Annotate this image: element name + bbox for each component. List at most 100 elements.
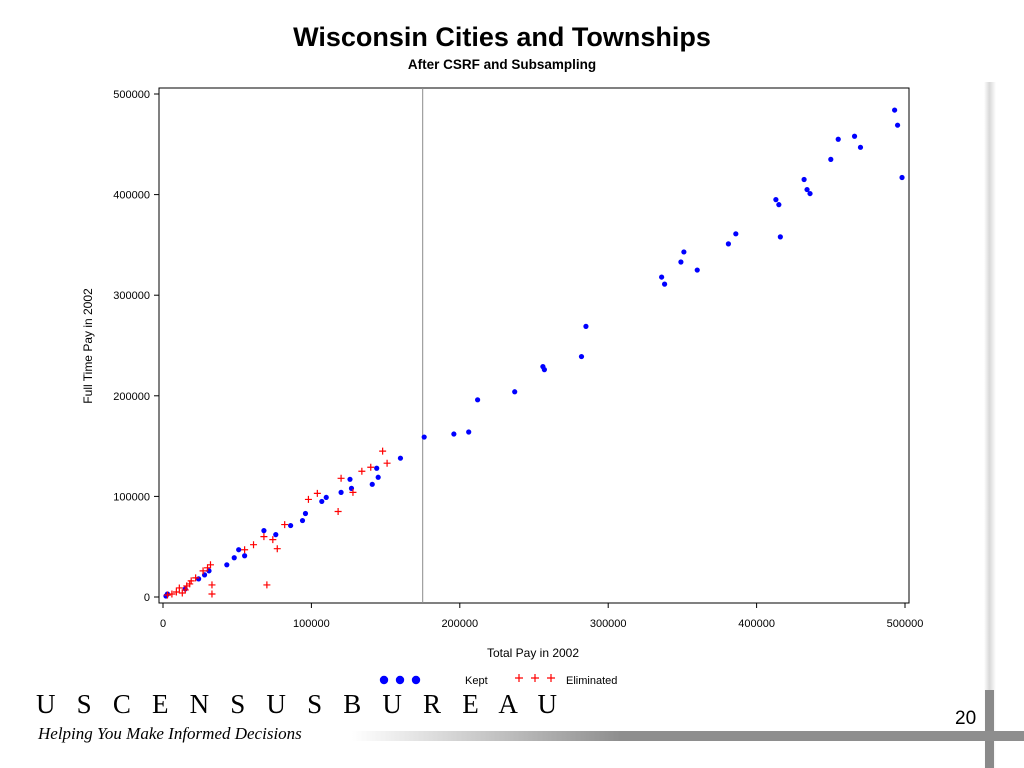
eliminated-point (313, 489, 321, 497)
y-axis-label: Full Time Pay in 2002 (81, 288, 95, 404)
kept-point (828, 156, 834, 162)
eliminated-point (250, 541, 258, 549)
y-tick-label: 200000 (113, 391, 150, 403)
kept-point (224, 562, 230, 568)
y-tick-label: 300000 (113, 290, 150, 302)
kept-point (851, 133, 858, 139)
kept-point (894, 122, 901, 128)
x-tick-label: 300000 (590, 618, 627, 630)
chart-subtitle: After CSRF and Subsampling (407, 57, 597, 72)
kept-point (466, 429, 472, 435)
kept-point (725, 241, 732, 247)
kept-point (375, 474, 381, 480)
kept-point (475, 397, 481, 403)
eliminated-point (241, 546, 249, 554)
kept-point (347, 476, 353, 482)
kept-point (236, 547, 242, 553)
y-tick-label: 0 (144, 592, 150, 604)
x-tick-label: 200000 (441, 618, 478, 630)
kept-point (323, 494, 329, 501)
legend-eliminated-marker (547, 674, 555, 682)
kept-point (319, 498, 325, 505)
decorative-vertical-bar (984, 82, 996, 768)
eliminated-point (206, 561, 214, 569)
kept-point (892, 107, 898, 113)
kept-point (451, 431, 457, 437)
kept-point (397, 455, 404, 461)
kept-point (273, 532, 279, 538)
page-number: 20 (955, 708, 977, 729)
eliminated-point (358, 467, 366, 475)
kept-point (659, 274, 665, 280)
y-tick-label: 400000 (113, 190, 150, 202)
legend-kept-label: Kept (465, 675, 488, 687)
eliminated-point (304, 495, 312, 503)
kept-point (421, 434, 427, 440)
y-tick-label: 500000 (113, 89, 150, 101)
legend-kept-marker (395, 675, 405, 685)
eliminated-point (349, 488, 357, 496)
kept-point (661, 281, 668, 287)
eliminated-point (187, 577, 195, 585)
legend-kept-marker (379, 675, 389, 685)
kept-point (338, 489, 344, 495)
kept-point (512, 389, 518, 395)
eliminated-point (260, 533, 268, 541)
eliminated-point (208, 590, 216, 598)
census-tagline: Helping You Make Informed Decisions (38, 724, 302, 743)
eliminated-point (186, 580, 194, 588)
legend-eliminated-marker (531, 674, 539, 682)
kept-point (807, 190, 813, 197)
eliminated-point (181, 586, 189, 594)
x-tick-label: 400000 (738, 618, 775, 630)
x-tick-label: 0 (160, 618, 166, 630)
decorative-horizontal-bar (352, 731, 1024, 741)
kept-point (578, 353, 585, 360)
x-axis-label: Total Pay in 2002 (487, 646, 579, 660)
chart-title: Wisconsin Cities and Townships (293, 22, 711, 52)
kept-point (733, 231, 739, 237)
x-tick-label: 500000 (887, 618, 924, 630)
eliminated-point (281, 521, 289, 529)
eliminated-point (337, 474, 345, 482)
eliminated-point (175, 584, 183, 592)
eliminated-point (168, 590, 176, 598)
eliminated-point (178, 589, 186, 597)
eliminated-point (204, 564, 212, 572)
plot-frame (158, 87, 910, 604)
eliminated-point (379, 447, 387, 455)
eliminated-point (208, 581, 216, 589)
kept-point (231, 555, 237, 561)
x-tick-label: 100000 (293, 618, 330, 630)
kept-point (242, 553, 248, 559)
eliminated-point (192, 574, 200, 582)
legend-eliminated-label: Eliminated (566, 675, 617, 687)
legend-kept-marker (411, 675, 421, 685)
kept-point (801, 176, 807, 183)
legend-eliminated-marker (515, 674, 523, 682)
eliminated-point (334, 507, 342, 515)
kept-point (369, 481, 375, 487)
kept-point (288, 522, 294, 529)
kept-point (776, 202, 782, 208)
eliminated-point (172, 588, 180, 596)
kept-point (583, 323, 589, 329)
kept-point (541, 367, 547, 373)
kept-point (681, 249, 687, 255)
kept-point (302, 510, 309, 517)
kept-point (899, 174, 905, 181)
kept-point (694, 267, 700, 273)
kept-point (835, 136, 841, 142)
decorative-vertical-bar-solid (985, 690, 994, 768)
eliminated-point (367, 463, 375, 471)
kept-point (804, 186, 810, 193)
eliminated-point (199, 567, 207, 575)
y-tick-label: 100000 (113, 491, 150, 503)
eliminated-point (263, 581, 271, 589)
census-bureau-logo: U S C E N S U S B U R E A U (36, 689, 565, 719)
kept-point (196, 576, 202, 582)
kept-point (857, 144, 864, 150)
eliminated-point (383, 459, 391, 467)
kept-point (777, 234, 783, 240)
